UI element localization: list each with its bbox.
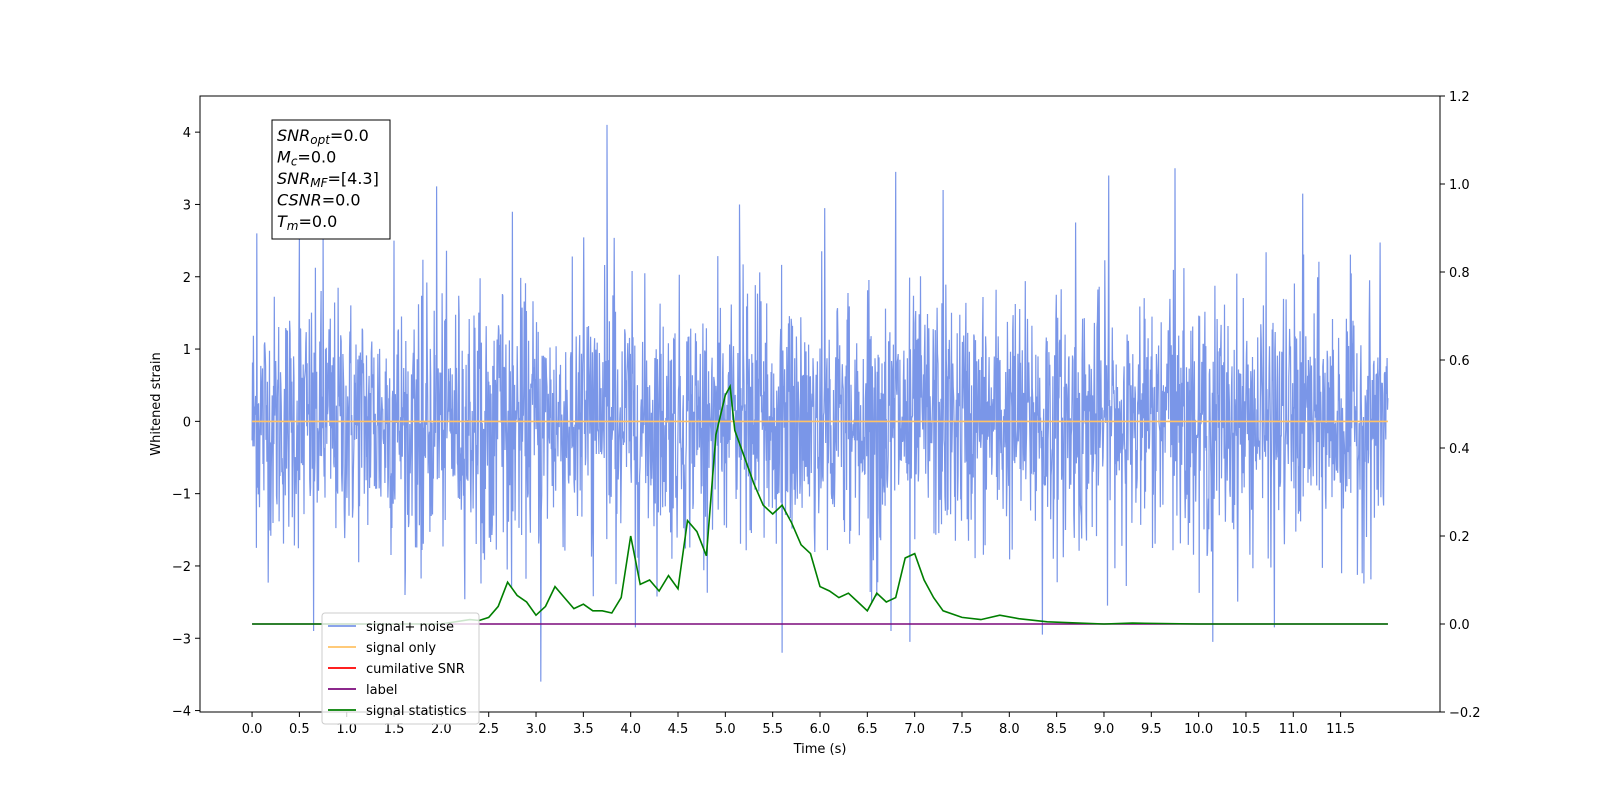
y-right-tick-label: 0.6 (1449, 354, 1470, 369)
y-left-tick-label: −1 (172, 488, 191, 503)
y-axis-right: −0.2 0.0 0.2 0.4 0.6 0.8 1.0 1.2 (1440, 90, 1481, 721)
x-tick-label: 10.0 (1184, 722, 1213, 737)
x-tick-label: 8.5 (1046, 722, 1067, 737)
x-tick-label: 2.5 (478, 722, 499, 737)
x-axis: 0.0 0.5 1.0 1.5 2.0 2.5 3.0 3.5 4.0 4.5 5.0 5.5 6.0 6… (242, 712, 1355, 737)
legend-label: cumilative SNR (366, 662, 465, 677)
x-tick-label: 4.0 (620, 722, 641, 737)
y-right-tick-label: 1.0 (1449, 178, 1470, 193)
x-tick-label: 4.5 (668, 722, 689, 737)
y-left-tick-label: −2 (172, 560, 191, 575)
x-tick-label: 7.5 (952, 722, 973, 737)
x-tick-label: 1.0 (336, 722, 357, 737)
x-tick-label: 7.0 (904, 722, 925, 737)
legend-label: signal statistics (366, 704, 467, 719)
x-tick-label: 6.0 (810, 722, 831, 737)
x-tick-label: 5.5 (762, 722, 783, 737)
y-right-tick-label: −0.2 (1449, 706, 1481, 721)
legend-label: label (366, 683, 397, 698)
x-tick-label: 0.5 (289, 722, 310, 737)
legend-frame (321, 612, 480, 725)
y-left-tick-label: 0 (183, 415, 191, 430)
info-line: SNRMF=[4.3] (277, 169, 379, 190)
x-tick-label: 10.5 (1231, 722, 1260, 737)
x-tick-label: 8.0 (999, 722, 1020, 737)
series-signal-statistics (252, 383, 1388, 625)
legend: signal+ noise signal only cumilative SNR la… (321, 612, 480, 725)
x-tick-label: 9.0 (1094, 722, 1115, 737)
x-tick-label: 5.0 (715, 722, 736, 737)
y-right-tick-label: 1.2 (1449, 90, 1470, 105)
x-tick-label: 0.0 (242, 722, 263, 737)
x-tick-label: 9.5 (1141, 722, 1162, 737)
y-right-tick-label: 0.0 (1449, 618, 1470, 633)
info-box-frame (271, 119, 391, 240)
legend-label: signal only (366, 641, 436, 656)
x-tick-label: 11.0 (1279, 722, 1308, 737)
series-signal-noise (251, 124, 1389, 682)
y-right-tick-label: 0.2 (1449, 530, 1470, 545)
y-axis-left: −4 −3 −2 −1 0 1 2 3 4 (172, 126, 200, 720)
info-line: CSNR=0.0 (277, 191, 361, 210)
info-line: Tm=0.0 (277, 212, 337, 233)
y-left-tick-label: 4 (183, 126, 191, 141)
y-left-tick-label: 2 (183, 271, 191, 286)
y-left-tick-label: −3 (172, 632, 191, 647)
y-left-tick-label: −4 (172, 705, 191, 720)
x-tick-label: 3.0 (526, 722, 547, 737)
plot-area (251, 124, 1389, 682)
legend-label: signal+ noise (366, 620, 454, 635)
info-line: Mc=0.0 (277, 148, 336, 169)
y-right-tick-label: 0.8 (1449, 266, 1470, 281)
x-tick-label: 3.5 (573, 722, 594, 737)
x-axis-label: Time (s) (793, 742, 847, 757)
y-axis-label: Whitened strain (149, 352, 164, 455)
x-tick-label: 2.0 (431, 722, 452, 737)
info-line: SNRopt=0.0 (277, 126, 369, 147)
x-tick-label: 11.5 (1326, 722, 1355, 737)
x-tick-label: 1.5 (384, 722, 405, 737)
y-left-tick-label: 1 (183, 343, 191, 358)
y-right-tick-label: 0.4 (1449, 442, 1470, 457)
x-tick-label: 6.5 (857, 722, 878, 737)
y-left-tick-label: 3 (183, 198, 191, 213)
